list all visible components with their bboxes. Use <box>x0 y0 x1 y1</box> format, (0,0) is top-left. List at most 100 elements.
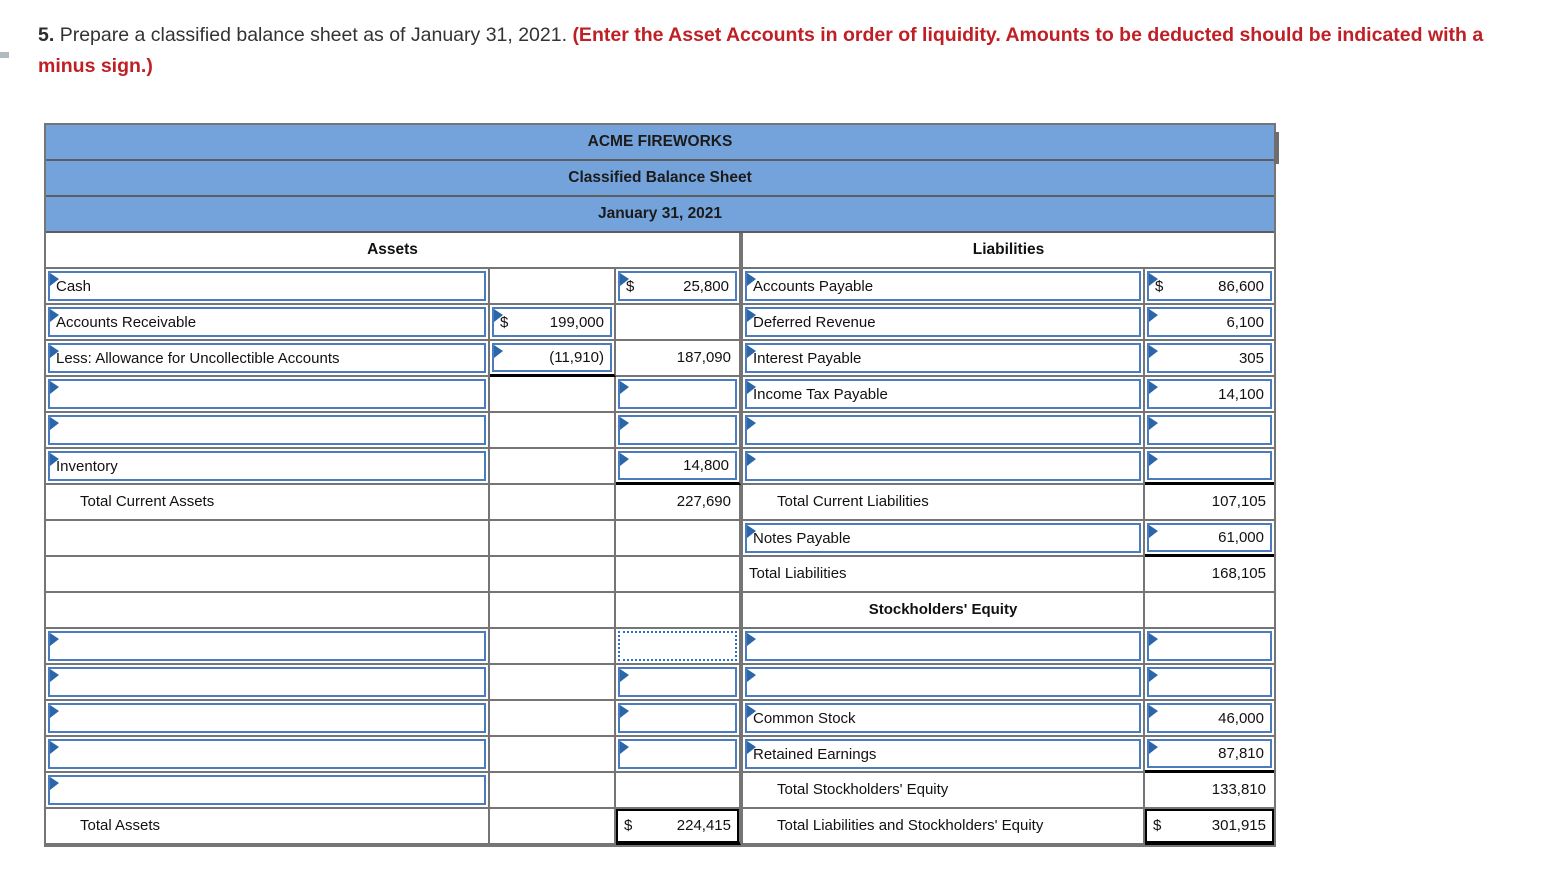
liability-row-2-label-cell: Deferred Revenue <box>741 305 1145 341</box>
asset-row-9-middle-cell <box>490 557 616 593</box>
liability-label-input[interactable] <box>745 631 1141 661</box>
asset-row-3-label-cell: Less: Allowance for Uncollectible Accoun… <box>46 341 490 377</box>
liability-row-15-amount-cell: 133,810 <box>1145 773 1274 809</box>
asset-amount-input[interactable]: $199,000 <box>492 307 612 337</box>
asset-row-15-label-cell <box>46 773 490 809</box>
liability-label-input[interactable] <box>745 415 1141 445</box>
balance-sheet-table: ACME FIREWORKS Classified Balance Sheet … <box>44 123 1276 847</box>
asset-row-1-amount-cell: $25,800 <box>616 269 741 305</box>
asset-row-8-amount-cell <box>616 521 741 557</box>
asset-amount-input[interactable] <box>618 703 737 733</box>
liability-row-4-label-cell: Income Tax Payable <box>741 377 1145 413</box>
liability-label-input[interactable]: Interest Payable <box>745 343 1141 373</box>
asset-amount-input[interactable] <box>618 739 737 769</box>
liability-label-input[interactable]: Notes Payable <box>745 523 1141 553</box>
asset-label-text: Less: Allowance for Uncollectible Accoun… <box>56 349 340 367</box>
amount-value: 14,100 <box>1218 385 1264 403</box>
asset-row-16-label-cell: Total Assets <box>46 809 490 845</box>
liability-amount-input[interactable] <box>1147 451 1272 480</box>
asset-row-13-middle-cell <box>490 701 616 737</box>
asset-amount-input[interactable] <box>618 415 737 445</box>
liability-row-1-label-cell: Accounts Payable <box>741 269 1145 305</box>
amount-value: 224,415 <box>676 816 731 834</box>
asset-label-input[interactable] <box>48 415 486 445</box>
amount-value: 301,915 <box>1211 816 1266 834</box>
asset-row-7-middle-cell <box>490 485 616 521</box>
liability-amount-input[interactable]: 6,100 <box>1147 307 1272 337</box>
liability-label-input[interactable]: Common Stock <box>745 703 1141 733</box>
liability-amount-input[interactable]: 61,000 <box>1147 523 1272 552</box>
liability-amount-input[interactable] <box>1147 631 1272 661</box>
liability-row-16-amount-cell: $301,915 <box>1145 809 1274 845</box>
liability-row-14-amount-cell: 87,810 <box>1145 737 1274 773</box>
dollar-sign: $ <box>626 277 635 295</box>
liability-amount-input[interactable]: 87,810 <box>1147 739 1272 768</box>
question-number: 5. <box>38 24 55 46</box>
liability-label-input[interactable] <box>745 451 1141 481</box>
liability-row-11-label-cell <box>741 629 1145 665</box>
liability-amount-input[interactable] <box>1147 667 1272 697</box>
asset-row-11-label-cell <box>46 629 490 665</box>
liability-row-9-amount-cell: 168,105 <box>1145 557 1274 593</box>
liability-row-4-amount-cell: 14,100 <box>1145 377 1274 413</box>
amount-value: 199,000 <box>549 313 604 331</box>
asset-row-10-amount-cell <box>616 593 741 629</box>
asset-row-1-label-cell: Cash <box>46 269 490 305</box>
liability-label-input[interactable]: Income Tax Payable <box>745 379 1141 409</box>
asset-row-9-amount-cell <box>616 557 741 593</box>
asset-row-3-amount-cell: 187,090 <box>616 341 741 377</box>
asset-label-input[interactable]: Less: Allowance for Uncollectible Accoun… <box>48 343 486 373</box>
asset-label-input[interactable] <box>48 667 486 697</box>
asset-row-2-middle-cell: $199,000 <box>490 305 616 341</box>
asset-label-input[interactable] <box>48 631 486 661</box>
asset-label-input[interactable]: Accounts Receivable <box>48 307 486 337</box>
liability-amount-input[interactable] <box>1147 415 1272 445</box>
asset-row-16-middle-cell <box>490 809 616 845</box>
asset-label-input[interactable] <box>48 739 486 769</box>
instruction-body: Prepare a classified balance sheet as of… <box>59 24 568 46</box>
asset-amount-input[interactable]: (11,910) <box>492 343 612 372</box>
asset-row-5-middle-cell <box>490 413 616 449</box>
asset-row-10-middle-cell <box>490 593 616 629</box>
liability-label-input[interactable]: Deferred Revenue <box>745 307 1141 337</box>
asset-amount-input[interactable] <box>618 379 737 409</box>
asset-row-6-amount-cell: 14,800 <box>616 449 741 485</box>
asset-label-input[interactable] <box>48 775 486 805</box>
liability-row-10-amount-cell <box>1145 593 1274 629</box>
liability-amount-input[interactable]: 46,000 <box>1147 703 1272 733</box>
liability-amount-input[interactable]: $86,600 <box>1147 271 1272 301</box>
liability-row-1-amount-cell: $86,600 <box>1145 269 1274 305</box>
asset-row-11-middle-cell <box>490 629 616 665</box>
asset-row-11-amount-cell <box>616 629 741 665</box>
liability-label-input[interactable]: Retained Earnings <box>745 739 1141 769</box>
asset-label-input[interactable]: Cash <box>48 271 486 301</box>
asset-row-16-amount-cell: $224,415 <box>616 809 741 845</box>
asset-label-input[interactable]: Inventory <box>48 451 486 481</box>
asset-row-13-amount-cell <box>616 701 741 737</box>
asset-amount-input[interactable] <box>618 667 737 697</box>
liability-row-3-amount-cell: 305 <box>1145 341 1274 377</box>
asset-label-input[interactable] <box>48 379 486 409</box>
asset-amount-input[interactable]: $25,800 <box>618 271 737 301</box>
liability-amount-input[interactable]: 14,100 <box>1147 379 1272 409</box>
asset-row-2-amount-cell <box>616 305 741 341</box>
asset-label-input[interactable] <box>48 703 486 733</box>
asset-amount-focused-input[interactable] <box>618 631 737 661</box>
liability-row-13-label-cell: Common Stock <box>741 701 1145 737</box>
liability-label-text: Income Tax Payable <box>753 385 888 403</box>
liability-row-12-label-cell <box>741 665 1145 701</box>
liabilities-section-header: Liabilities <box>741 233 1274 269</box>
liability-row-13-amount-cell: 46,000 <box>1145 701 1274 737</box>
liability-label-input[interactable] <box>745 667 1141 697</box>
dollar-sign: $ <box>500 313 509 331</box>
liability-amount-input[interactable]: 305 <box>1147 343 1272 373</box>
asset-row-6-middle-cell <box>490 449 616 485</box>
liability-row-2-amount-cell: 6,100 <box>1145 305 1274 341</box>
liability-label-input[interactable]: Accounts Payable <box>745 271 1141 301</box>
liability-row-8-amount-cell: 61,000 <box>1145 521 1274 557</box>
asset-amount-input[interactable]: 14,800 <box>618 451 737 480</box>
asset-row-8-label-cell <box>46 521 490 557</box>
liability-row-6-label-cell <box>741 449 1145 485</box>
asset-row-8-middle-cell <box>490 521 616 557</box>
table-subtitle: Classified Balance Sheet <box>46 161 1274 197</box>
